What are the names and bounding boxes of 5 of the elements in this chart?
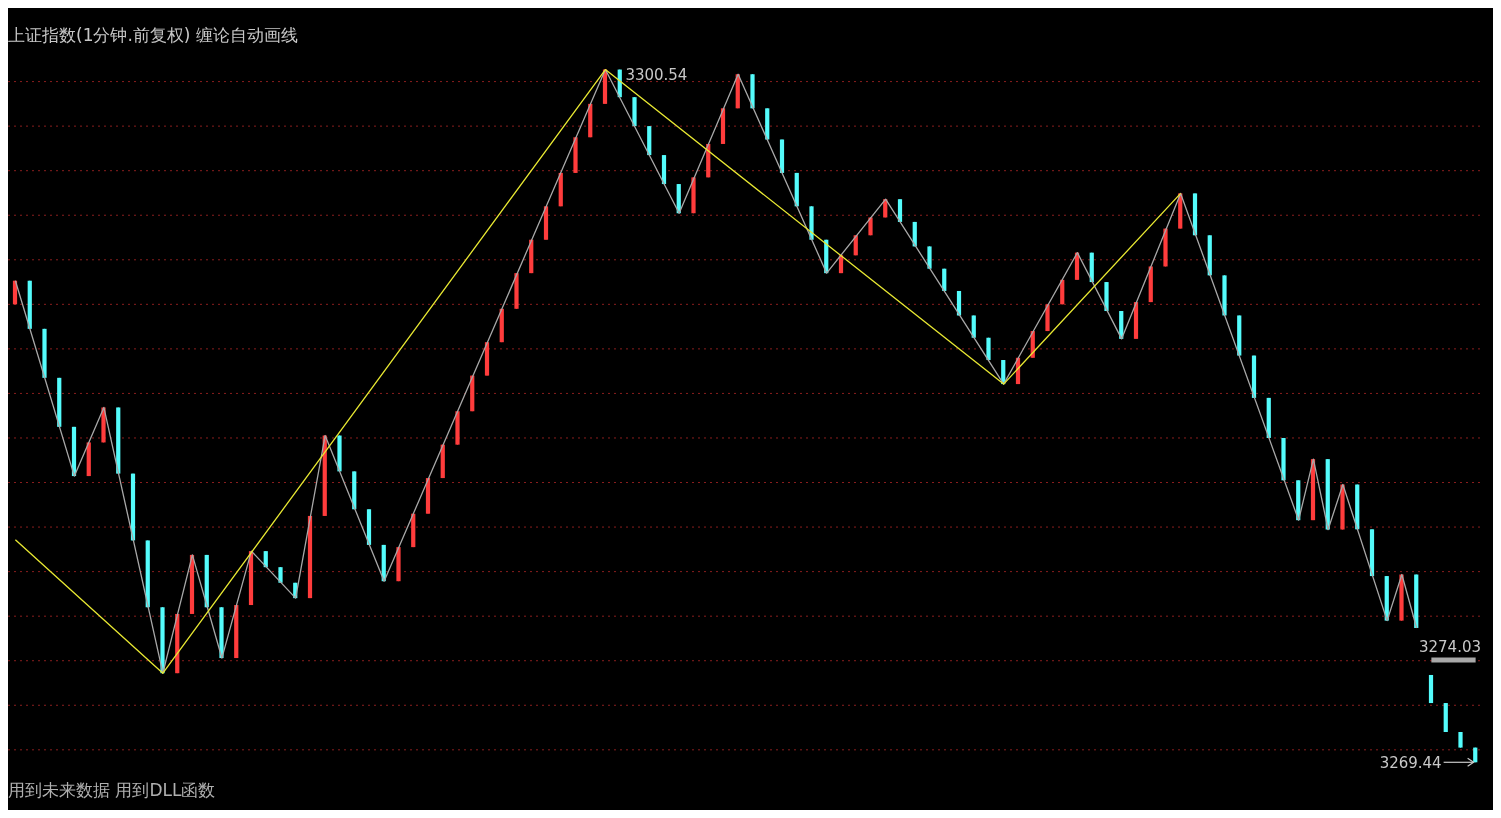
annotation: 3269.44 (1379, 754, 1442, 773)
chart-title: 上证指数(1分钟.前复权) 缠论自动画线 (8, 24, 298, 47)
annotation: 3300.54 (625, 65, 688, 84)
ref-line-label: 3274.03 (1418, 638, 1481, 657)
text: 用到未来数据 用到DLL函数 (8, 779, 216, 802)
